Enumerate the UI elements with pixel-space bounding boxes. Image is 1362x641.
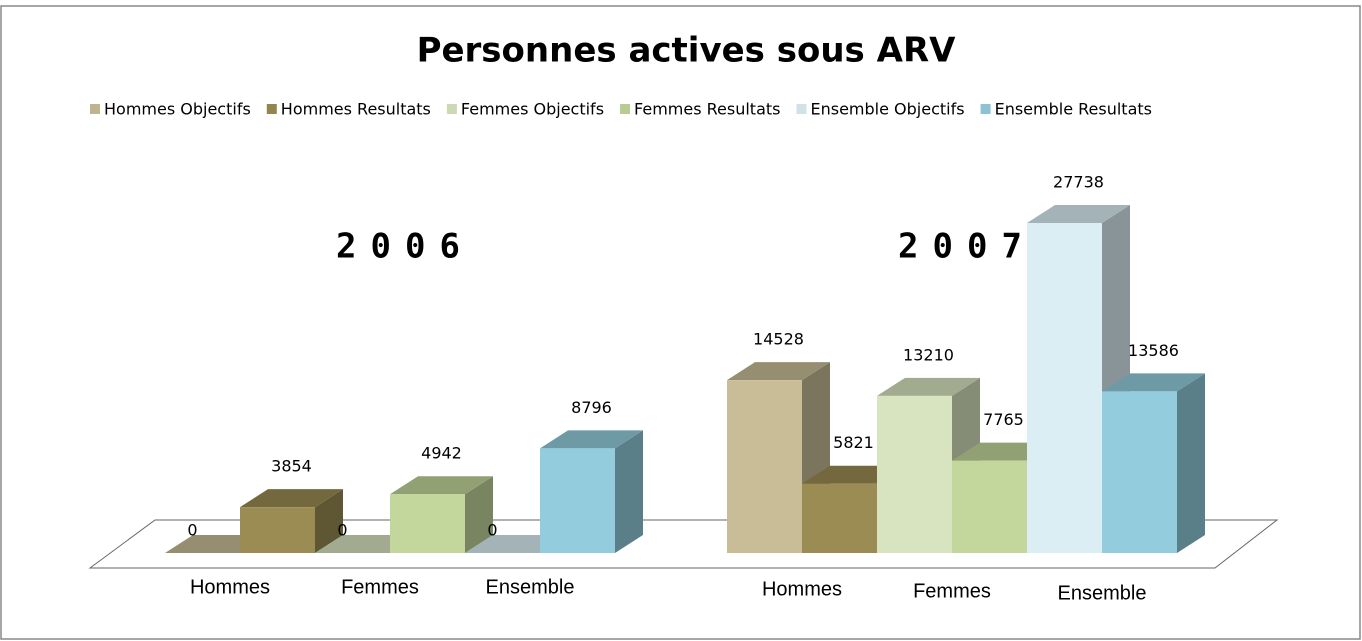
chart-title: Personnes actives sous ARV [417,31,957,71]
legend-swatch [980,104,991,114]
bar [540,448,615,553]
legend-label: Femmes Objectifs [461,100,604,119]
legend-label: Hommes Objectifs [104,100,251,119]
bar-top [877,377,980,396]
bar-top [540,430,643,449]
bar-top [390,476,493,495]
x-tick-label: Ensemble [486,576,575,598]
value-label: 13210 [903,345,954,364]
value-label: 7765 [983,410,1024,429]
bar [390,494,465,553]
bar [240,507,315,553]
legend-label: Femmes Resultats [634,100,780,119]
legend-swatch [620,104,631,114]
value-label: 0 [337,521,347,540]
value-label: 0 [487,521,497,540]
bar [952,460,1027,553]
group-label: 2006 [336,227,474,267]
value-label: 13586 [1128,341,1179,360]
bar-side [315,489,343,553]
legend-swatch [446,104,457,114]
legend-label: Hommes Resultats [281,100,431,119]
bar-top [1027,205,1130,223]
bar-side [1177,373,1205,553]
bar-top [240,489,343,508]
bar-top [1102,373,1205,392]
legend-label: Ensemble Objectifs [811,100,965,119]
bar [877,395,952,553]
x-tick-label: Ensemble [1058,582,1147,604]
x-tick-label: Hommes [762,578,842,600]
legend-label: Ensemble Resultats [995,100,1152,119]
bar [802,483,877,553]
value-label: 8796 [571,398,612,417]
x-tick-label: Hommes [190,576,270,598]
value-label: 27738 [1053,173,1104,192]
bar [727,380,802,553]
bar [1102,391,1177,553]
group-label: 2007 [898,227,1036,267]
legend-swatch [796,104,807,114]
bar [1027,223,1102,553]
x-tick-label: Femmes [913,580,991,602]
value-label: 4942 [421,444,462,463]
value-label: 14528 [753,330,804,349]
bar-top [727,362,830,381]
legend-swatch [266,104,277,114]
legend-swatch [90,104,100,114]
bar-side [615,430,643,553]
value-label: 3854 [271,457,312,476]
x-tick-label: Femmes [341,576,419,598]
bar-side [465,476,493,553]
value-label: 0 [187,521,197,540]
value-label: 5821 [833,433,874,452]
